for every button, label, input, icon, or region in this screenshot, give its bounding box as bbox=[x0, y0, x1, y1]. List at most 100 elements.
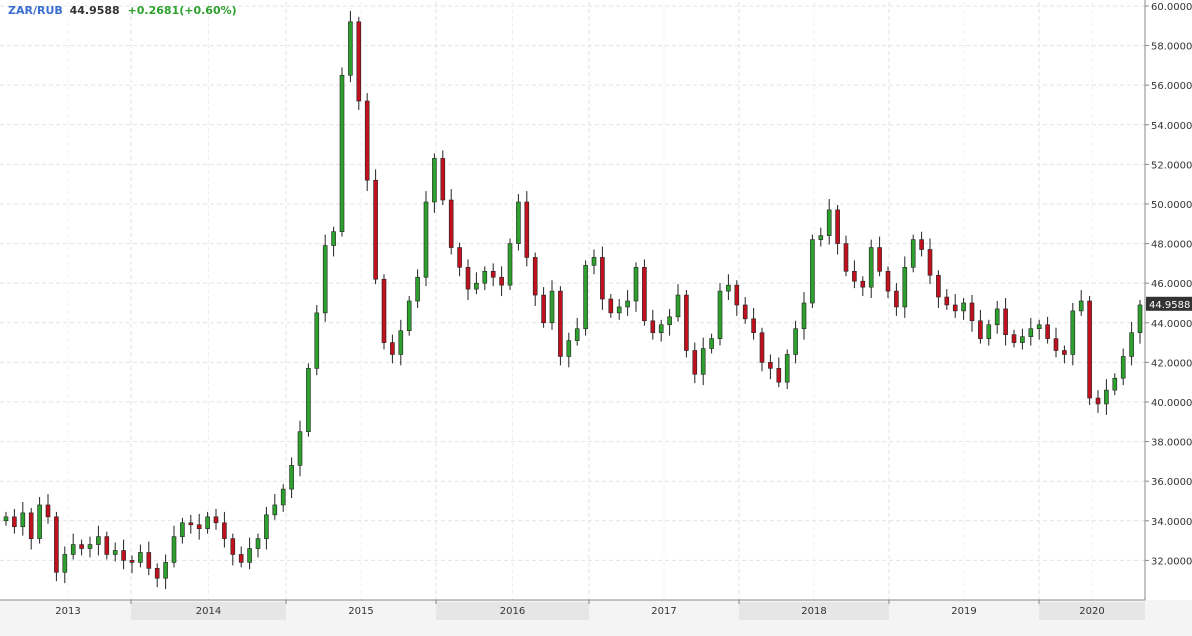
candle bbox=[415, 269, 420, 308]
chart-grid bbox=[0, 2, 1145, 600]
y-tick-label: 60.0000 bbox=[1151, 2, 1192, 13]
candle bbox=[1104, 379, 1109, 415]
candle bbox=[658, 319, 664, 342]
candle-up-body bbox=[20, 512, 26, 528]
candle bbox=[810, 234, 815, 308]
candle bbox=[717, 283, 723, 346]
candle bbox=[978, 309, 983, 344]
candle-down-body bbox=[952, 304, 958, 312]
candle bbox=[692, 342, 698, 384]
candle-down-body bbox=[684, 294, 689, 351]
candle bbox=[969, 295, 975, 332]
candle-up-body bbox=[625, 300, 630, 308]
candle-up-body bbox=[322, 245, 328, 314]
candle bbox=[910, 234, 916, 273]
candle-up-body bbox=[348, 21, 353, 76]
candle-down-body bbox=[742, 304, 748, 320]
candle bbox=[625, 290, 630, 316]
candle bbox=[12, 508, 17, 534]
candle bbox=[280, 484, 286, 512]
candle-down-body bbox=[1003, 308, 1008, 335]
candle bbox=[465, 259, 471, 301]
candle bbox=[289, 457, 294, 499]
candle bbox=[272, 494, 278, 520]
y-tick-label: 50.0000 bbox=[1151, 200, 1192, 211]
candle-up-body bbox=[801, 302, 807, 330]
candle bbox=[1011, 329, 1017, 348]
candle bbox=[642, 259, 647, 326]
candle bbox=[919, 231, 924, 257]
candle bbox=[524, 191, 530, 267]
candle-down-body bbox=[222, 522, 227, 539]
candle bbox=[1003, 298, 1008, 346]
candle-down-body bbox=[532, 257, 538, 296]
candle-down-body bbox=[196, 524, 202, 530]
candle-up-body bbox=[810, 239, 815, 304]
candle-up-body bbox=[994, 308, 1000, 326]
candle bbox=[843, 235, 849, 277]
candle bbox=[247, 537, 252, 570]
candle bbox=[196, 513, 202, 540]
x-tick-label: 2017 bbox=[651, 606, 676, 617]
candle-down-body bbox=[457, 247, 462, 268]
candle bbox=[423, 191, 429, 287]
candle-up-body bbox=[331, 231, 336, 246]
candle bbox=[1129, 321, 1134, 366]
y-tick-label: 56.0000 bbox=[1151, 81, 1192, 92]
candle-up-body bbox=[138, 552, 143, 563]
candle-down-body bbox=[45, 504, 51, 518]
candle-down-body bbox=[154, 568, 160, 579]
candle-up-body bbox=[272, 504, 278, 516]
candle bbox=[37, 497, 42, 544]
chart-header: ZAR/RUB 44.9588 +0.2681(+0.60%) bbox=[8, 4, 237, 17]
candle-up-body bbox=[574, 328, 580, 341]
candle bbox=[826, 199, 832, 245]
candle bbox=[499, 266, 504, 297]
candle-down-body bbox=[1045, 324, 1050, 339]
candle bbox=[163, 554, 168, 590]
candle-up-body bbox=[1078, 300, 1084, 312]
y-axis-ticks: 32.0000 34.0000 36.0000 38.0000 40.0000 42.00… bbox=[1151, 2, 1192, 567]
candle bbox=[171, 525, 177, 568]
candle-up-body bbox=[1112, 377, 1118, 391]
candle-down-body bbox=[642, 267, 647, 322]
candle bbox=[558, 286, 563, 366]
x-tick-label: 2016 bbox=[500, 606, 525, 617]
candle-down-body bbox=[1062, 350, 1067, 355]
candle bbox=[222, 511, 227, 548]
candle bbox=[348, 10, 353, 83]
candle-up-body bbox=[784, 354, 790, 383]
candle bbox=[457, 242, 462, 277]
candle-up-body bbox=[112, 550, 118, 555]
candle-up-body bbox=[247, 548, 252, 563]
candle bbox=[356, 16, 362, 110]
candle bbox=[129, 555, 135, 574]
x-tick-label: 2020 bbox=[1079, 606, 1104, 617]
candle bbox=[440, 150, 446, 205]
candle-up-body bbox=[507, 243, 513, 286]
symbol-label: ZAR/RUB bbox=[8, 4, 63, 17]
candle-up-body bbox=[902, 267, 908, 308]
candle-down-body bbox=[650, 320, 656, 333]
candle-up-body bbox=[163, 562, 168, 579]
y-tick-label: 34.0000 bbox=[1151, 517, 1192, 528]
candle-up-body bbox=[406, 300, 412, 332]
candle-down-body bbox=[104, 536, 110, 555]
candle-up-body bbox=[1036, 324, 1042, 330]
candle bbox=[532, 252, 538, 306]
candle bbox=[70, 533, 76, 560]
candle-down-body bbox=[448, 199, 454, 248]
candle-down-body bbox=[129, 560, 135, 563]
candle-up-body bbox=[62, 554, 68, 573]
candle-up-body bbox=[180, 522, 185, 537]
year-band bbox=[131, 602, 286, 620]
candle bbox=[1095, 390, 1101, 413]
candle-up-body bbox=[415, 276, 420, 302]
candle bbox=[776, 357, 782, 388]
candle-up-body bbox=[633, 267, 639, 302]
candle-down-body bbox=[852, 270, 857, 282]
candle-up-body bbox=[658, 324, 664, 333]
candle-up-body bbox=[1028, 328, 1034, 337]
y-tick-label: 42.0000 bbox=[1151, 358, 1192, 369]
candle-down-body bbox=[356, 21, 362, 102]
